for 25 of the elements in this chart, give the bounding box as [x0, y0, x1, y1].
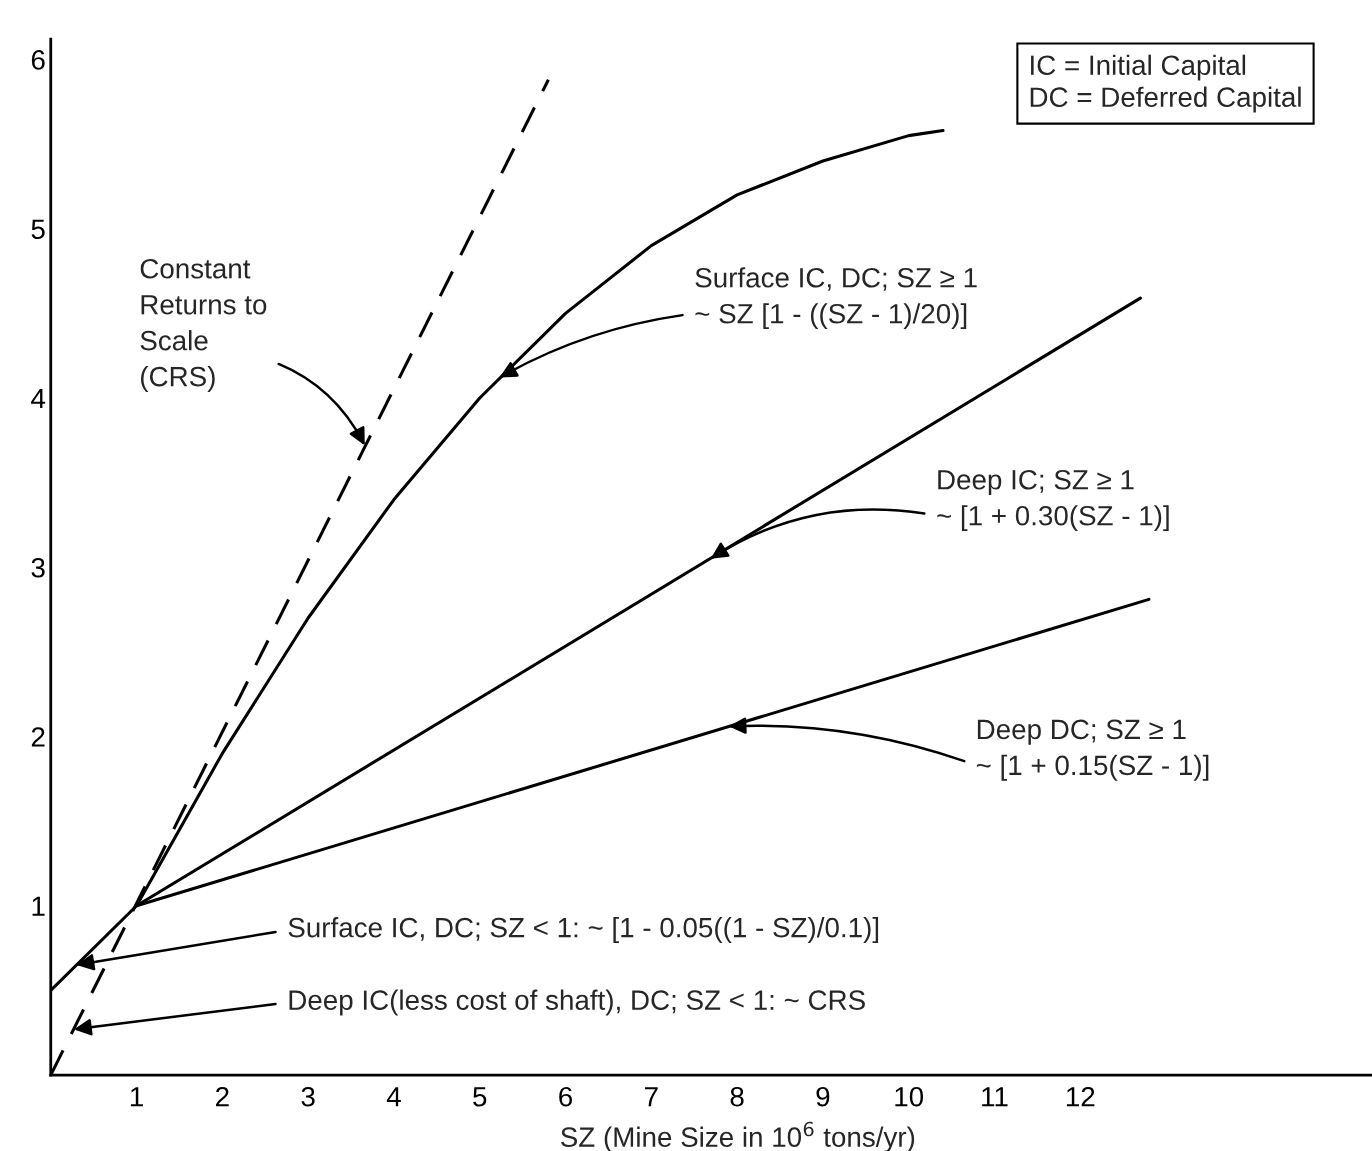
y-tick-label: 2: [31, 727, 45, 747]
y-tick-label: 4: [31, 388, 46, 409]
x-tick-label: 2: [216, 1086, 229, 1107]
x-tick-label: 1: [130, 1087, 143, 1107]
y-tick-label: 6: [31, 50, 45, 70]
x-tick-label: 3: [301, 1086, 315, 1107]
annotation: Constant Returns to Scale (CRS): [140, 258, 267, 392]
annotation: Deep DC; SZ ≥ 1 ~ [1 + 0.15(SZ - 1)]: [976, 719, 1209, 781]
y-tick-label: 1: [32, 896, 45, 916]
x-tick-label: 6: [559, 1086, 573, 1107]
x-tick-label: 11: [982, 1087, 1008, 1107]
x-tick-label: 4: [386, 1087, 401, 1107]
annotation: Deep IC; SZ ≥ 1 ~ [1 + 0.30(SZ - 1)]: [937, 469, 1169, 532]
x-tick-label: 10: [895, 1086, 924, 1107]
y-tick-label: 3: [31, 557, 45, 578]
x-tick-label: 5: [473, 1087, 487, 1107]
y-tick-label: 5: [31, 219, 45, 240]
x-tick-label: 8: [730, 1086, 744, 1107]
annotation: IC = Initial Capital DC = Deferred Capital: [1030, 54, 1301, 113]
x-tick-label: 7: [645, 1087, 658, 1107]
x-tick-label: 9: [816, 1086, 830, 1107]
annotation: Surface IC, DC; SZ < 1: ~ [1 - 0.05((1 - SZ)/0.1)]: [288, 917, 879, 943]
x-tick-label: 12: [1066, 1086, 1095, 1107]
annotation: Deep IC(less cost of shaft), DC; SZ < 1: ~ CRS: [289, 989, 865, 1016]
annotation: Surface IC, DC; SZ ≥ 1 ~ SZ [1 - ((SZ - 1)/20)]: [695, 267, 977, 330]
